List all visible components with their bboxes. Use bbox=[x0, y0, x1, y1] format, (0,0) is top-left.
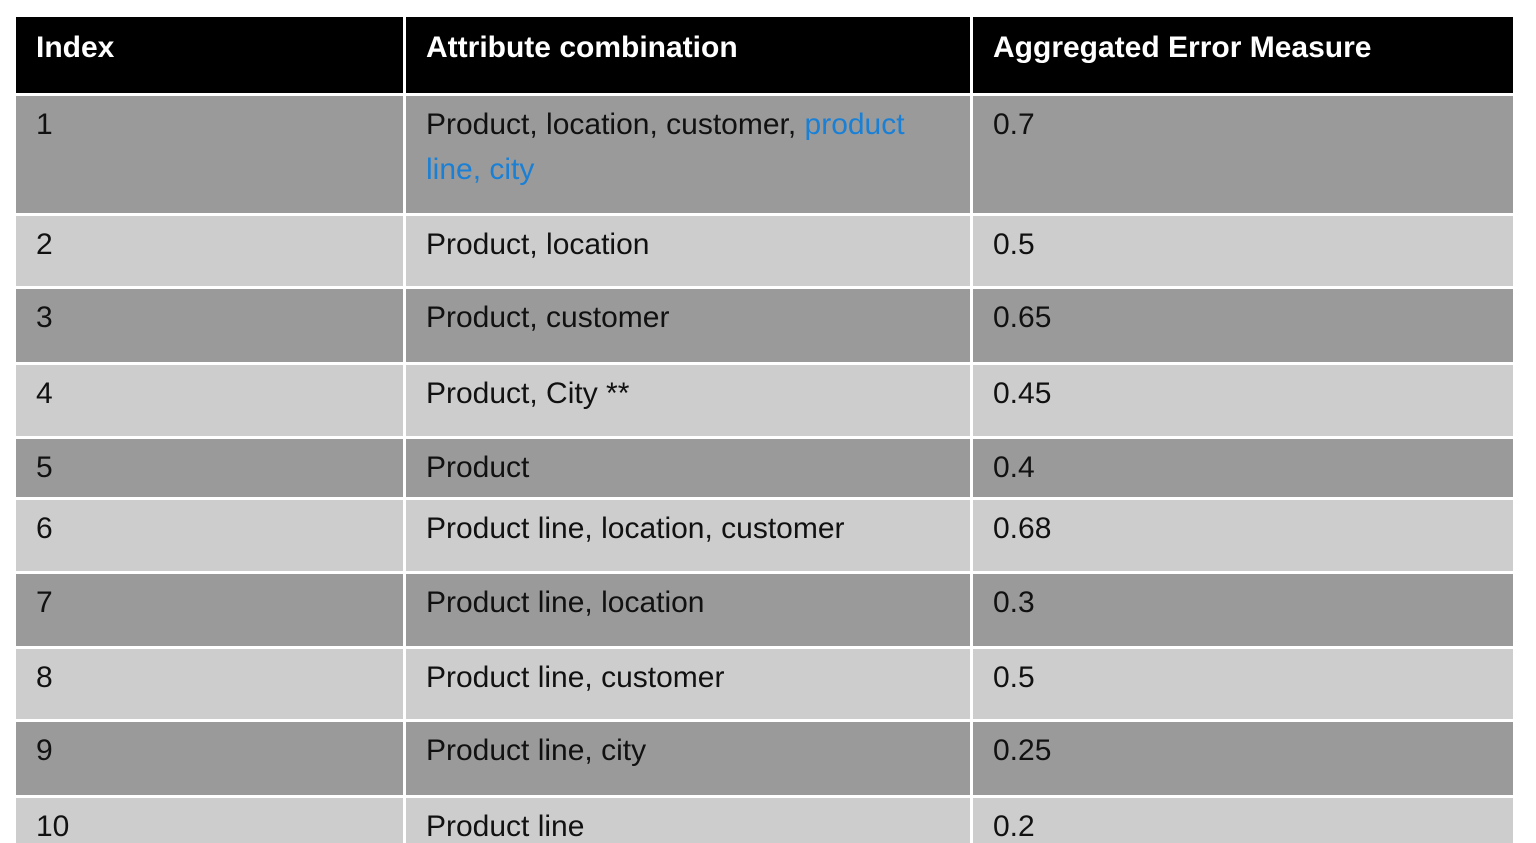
error-cell: 0.5 bbox=[970, 646, 1516, 722]
table-row: 4 Product, City ** 0.45 bbox=[13, 362, 1516, 439]
header-row: Index Attribute combination Aggregated E… bbox=[13, 14, 1516, 96]
attribute-cell: Product, location, customer, product lin… bbox=[403, 93, 973, 216]
attribute-cell: Product line, city bbox=[403, 719, 973, 798]
column-header-index: Index bbox=[13, 14, 406, 96]
error-cell: 0.45 bbox=[970, 362, 1516, 439]
attribute-cell: Product, customer bbox=[403, 286, 973, 365]
error-cell: 0.2 bbox=[970, 795, 1516, 843]
table-row: 3 Product, customer 0.65 bbox=[13, 286, 1516, 365]
table-row: 5 Product 0.4 bbox=[13, 436, 1516, 500]
index-cell: 2 bbox=[13, 213, 406, 289]
error-cell: 0.5 bbox=[970, 213, 1516, 289]
table-row: 9 Product line, city 0.25 bbox=[13, 719, 1516, 798]
attribute-text: Product, location, customer, bbox=[426, 108, 805, 141]
index-cell: 5 bbox=[13, 436, 406, 500]
attribute-cell: Product line, location, customer bbox=[403, 497, 973, 574]
index-cell: 6 bbox=[13, 497, 406, 574]
error-cell: 0.65 bbox=[970, 286, 1516, 365]
index-cell: 1 bbox=[13, 93, 406, 216]
error-cell: 0.25 bbox=[970, 719, 1516, 798]
attribute-cell: Product line, location bbox=[403, 571, 973, 649]
error-cell: 0.68 bbox=[970, 497, 1516, 574]
table-row: 7 Product line, location 0.3 bbox=[13, 571, 1516, 649]
error-cell: 0.7 bbox=[970, 93, 1516, 216]
table-row: 10 Product line 0.2 bbox=[13, 795, 1516, 843]
index-cell: 10 bbox=[13, 795, 406, 843]
index-cell: 4 bbox=[13, 362, 406, 439]
index-cell: 9 bbox=[13, 719, 406, 798]
table-row: 8 Product line, customer 0.5 bbox=[13, 646, 1516, 722]
index-cell: 7 bbox=[13, 571, 406, 649]
error-cell: 0.3 bbox=[970, 571, 1516, 649]
table-row: 1 Product, location, customer, product l… bbox=[13, 93, 1516, 216]
attribute-cell: Product, City ** bbox=[403, 362, 973, 439]
attribute-cell: Product line, customer bbox=[403, 646, 973, 722]
attribute-cell: Product line bbox=[403, 795, 973, 843]
index-cell: 3 bbox=[13, 286, 406, 365]
error-cell: 0.4 bbox=[970, 436, 1516, 500]
attribute-cell: Product bbox=[403, 436, 973, 500]
attribute-cell: Product, location bbox=[403, 213, 973, 289]
column-header-attribute-combination: Attribute combination bbox=[403, 14, 973, 96]
column-header-aggregated-error-measure: Aggregated Error Measure bbox=[970, 14, 1516, 96]
error-measure-table: Index Attribute combination Aggregated E… bbox=[13, 14, 1516, 843]
table-row: 2 Product, location 0.5 bbox=[13, 213, 1516, 289]
index-cell: 8 bbox=[13, 646, 406, 722]
table-row: 6 Product line, location, customer 0.68 bbox=[13, 497, 1516, 574]
attribute-highlight-text: product line, city bbox=[426, 108, 905, 186]
